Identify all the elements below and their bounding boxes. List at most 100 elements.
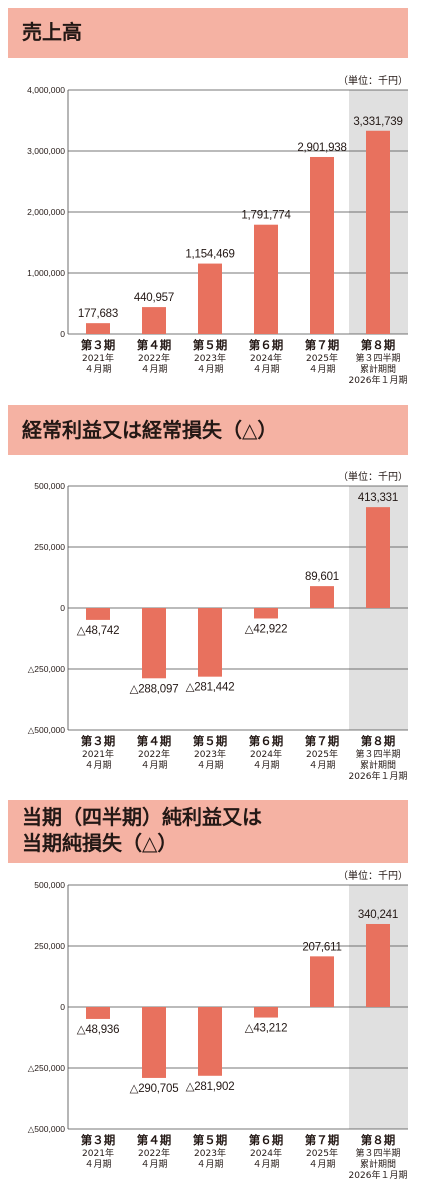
x-tick-label: 第３期 xyxy=(81,338,116,352)
sales-header: 売上高 xyxy=(8,8,408,58)
x-tick-sublabel: 2022年 xyxy=(138,352,170,364)
data-label: 3,331,739 xyxy=(353,116,402,128)
net-profit-title-line2: 当期純損失（△） xyxy=(22,831,178,855)
x-tick-sublabel: 2023年 xyxy=(194,748,226,760)
bar xyxy=(198,263,222,334)
bar xyxy=(198,608,222,677)
x-tick-sublabel: 2022年 xyxy=(138,748,170,760)
x-tick-sublabel: ４月期 xyxy=(252,1159,279,1170)
x-tick-label: 第４期 xyxy=(137,338,172,352)
y-tick-label: 500,000 xyxy=(34,481,65,491)
x-tick-sublabel: ４月期 xyxy=(84,1159,111,1170)
x-tick-sublabel: 累計期間 xyxy=(360,363,396,375)
y-tick-label: 250,000 xyxy=(34,941,65,951)
x-tick-sublabel: 2021年 xyxy=(82,352,114,364)
x-tick-label: 第６期 xyxy=(249,338,284,352)
x-tick-sublabel: 2024年 xyxy=(250,748,282,760)
bar xyxy=(86,1007,110,1019)
x-tick-label: 第５期 xyxy=(193,734,228,748)
data-label: 2,901,938 xyxy=(297,142,346,154)
data-label: △290,705 xyxy=(130,1083,179,1095)
x-tick-sublabel: 第３四半期 xyxy=(355,352,400,364)
ordinary-profit-chart: △500,000 △250,000 0 250,000 500,000 △48,742 △2… xyxy=(28,481,408,782)
x-tick-sublabel: 第３四半期 xyxy=(355,748,400,760)
y-tick-label: 0 xyxy=(60,1002,65,1012)
data-label: △43,212 xyxy=(245,1023,288,1035)
bar xyxy=(254,608,278,619)
y-tick-label: 0 xyxy=(60,603,65,613)
data-label: 89,601 xyxy=(305,571,339,583)
x-tick-label: 第６期 xyxy=(249,1133,284,1147)
ordinary-profit-title: 経常利益又は経常損失（△） xyxy=(22,418,278,442)
bar xyxy=(366,507,390,608)
sales-unit-label: （単位：千円） xyxy=(338,76,408,87)
data-label: △48,936 xyxy=(77,1024,120,1036)
bar xyxy=(142,307,166,334)
x-tick-sublabel: ４月期 xyxy=(140,760,167,771)
data-label: △42,922 xyxy=(245,623,288,635)
x-tick-label: 第５期 xyxy=(193,338,228,352)
net-profit-chart: △500,000 △250,000 0 250,000 500,000 △48,936 △2… xyxy=(28,880,408,1181)
x-tick-sublabel: ４月期 xyxy=(196,1159,223,1170)
x-tick-sublabel: ４月期 xyxy=(196,760,223,771)
x-tick-sublabel: 2026年１月期 xyxy=(349,374,408,386)
x-tick-label: 第８期 xyxy=(361,1133,396,1147)
y-tick-label: 500,000 xyxy=(34,880,65,890)
x-tick-sublabel: 2023年 xyxy=(194,1147,226,1159)
x-tick-label: 第５期 xyxy=(193,1133,228,1147)
data-label: 1,154,469 xyxy=(185,249,234,261)
bar xyxy=(86,323,110,334)
x-tick-sublabel: ４月期 xyxy=(252,364,279,375)
data-label: 1,791,774 xyxy=(241,210,291,222)
y-tick-label: △500,000 xyxy=(28,1124,66,1134)
y-tick-label: △500,000 xyxy=(28,725,66,735)
y-tick-label: △250,000 xyxy=(28,1063,66,1073)
data-label: △281,442 xyxy=(186,682,235,694)
bar xyxy=(198,1007,222,1076)
y-tick-label: 3,000,000 xyxy=(27,146,65,156)
x-tick-sublabel: 2024年 xyxy=(250,1147,282,1159)
x-tick-label: 第８期 xyxy=(361,734,396,748)
bar xyxy=(142,1007,166,1078)
x-tick-sublabel: 2026年１月期 xyxy=(349,1169,408,1181)
ordinary-profit-header: 経常利益又は経常損失（△） xyxy=(8,405,408,455)
bar xyxy=(366,923,390,1007)
bar xyxy=(142,608,166,679)
bar xyxy=(310,956,334,1007)
bar xyxy=(366,130,390,334)
ordinary-profit-unit-label: （単位：千円） xyxy=(338,472,408,483)
data-label: 177,683 xyxy=(78,308,118,320)
x-tick-sublabel: 2025年 xyxy=(306,1147,338,1159)
data-label: 207,611 xyxy=(302,941,341,953)
x-tick-sublabel: ４月期 xyxy=(196,364,223,375)
x-tick-sublabel: ４月期 xyxy=(140,364,167,375)
x-tick-label: 第７期 xyxy=(305,338,340,352)
x-tick-sublabel: 2021年 xyxy=(82,1147,114,1159)
x-tick-sublabel: 2025年 xyxy=(306,352,338,364)
x-tick-sublabel: ４月期 xyxy=(308,364,335,375)
x-tick-sublabel: 2026年１月期 xyxy=(349,770,408,782)
net-profit-header: 当期（四半期）純利益又は 当期純損失（△） xyxy=(8,800,408,863)
x-tick-label: 第８期 xyxy=(361,338,396,352)
x-tick-sublabel: 2022年 xyxy=(138,1147,170,1159)
data-label: △48,742 xyxy=(77,625,120,637)
bar xyxy=(254,1007,278,1018)
x-tick-sublabel: ４月期 xyxy=(84,364,111,375)
x-tick-sublabel: 第３四半期 xyxy=(355,1147,400,1159)
x-tick-sublabel: ４月期 xyxy=(84,760,111,771)
y-tick-label: 1,000,000 xyxy=(27,268,65,278)
x-tick-label: 第４期 xyxy=(137,734,172,748)
x-tick-sublabel: 2025年 xyxy=(306,748,338,760)
x-tick-sublabel: 2021年 xyxy=(82,748,114,760)
y-tick-label: 0 xyxy=(60,329,65,339)
x-tick-label: 第４期 xyxy=(137,1133,172,1147)
x-tick-label: 第７期 xyxy=(305,734,340,748)
x-tick-sublabel: ４月期 xyxy=(308,1159,335,1170)
x-tick-sublabel: 累計期間 xyxy=(360,1158,396,1170)
x-tick-label: 第６期 xyxy=(249,734,284,748)
bar xyxy=(310,586,334,608)
bar xyxy=(254,224,278,334)
y-tick-label: 2,000,000 xyxy=(27,207,65,217)
y-tick-label: 4,000,000 xyxy=(27,85,65,95)
net-profit-unit-label: （単位：千円） xyxy=(338,871,408,882)
